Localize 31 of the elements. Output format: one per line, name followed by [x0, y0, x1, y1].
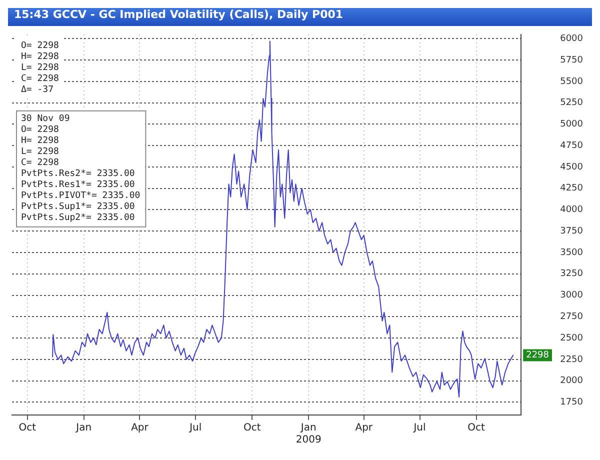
y-tick-label: 6000: [560, 34, 584, 44]
x-tick-label: Jul: [412, 422, 426, 434]
y-tick-label: 2250: [560, 354, 584, 365]
text: 30 Nov 09 O= 2298 H= 2298 L= 2298 C= 2298 PvtPts.Res2*= 2335.00 PvtPts.Res1*= 2335.00 PvtPts.PIVOT*= 2335.00 PvtPts.Sup1*= 2335.00 PvtPts.Sup2*= 2335.00: [21, 114, 140, 224]
y-tick-label: 2000: [560, 376, 584, 386]
annotation: O= 2298 H= 2298 L= 2298 C= 2298 Δ= -37: [21, 41, 59, 96]
chart-title: 15:43 GCCV - GC Implied Volatility (Calls), Daily P001: [8, 8, 592, 26]
y-tick-label: 2500: [560, 333, 584, 344]
y-tick-label: 4000: [560, 205, 584, 216]
x-tick-label: Oct: [243, 422, 261, 434]
x-tick-label: Jan: [75, 422, 92, 434]
x-tick-label: Oct: [18, 422, 36, 434]
y-tick-label: 2750: [560, 312, 584, 322]
x-tick-label: Jul: [188, 422, 202, 434]
y-tick-label: 5750: [560, 55, 584, 66]
y-tick-label: 5500: [560, 76, 584, 87]
x-tick-label: Apr: [131, 422, 150, 434]
x-tick-label: Apr: [355, 422, 374, 434]
y-tick-label: 3000: [560, 290, 584, 301]
y-tick-label: 4750: [560, 140, 584, 151]
y-tick-label: 5250: [560, 98, 584, 108]
x-tick-label: Oct: [468, 422, 485, 434]
y-tick-label: 4250: [560, 184, 584, 194]
y-tick-label: 4500: [560, 162, 584, 172]
y-tick-label: 5000: [560, 120, 584, 130]
y-tick-label: 3500: [560, 248, 584, 258]
y-tick-label: 3250: [560, 269, 584, 280]
data-label: 2298: [526, 350, 550, 361]
y-tick-label: 1750: [560, 398, 584, 408]
y-tick-label: 3750: [560, 226, 584, 236]
x-tick-label: Jan 2009: [296, 422, 322, 446]
